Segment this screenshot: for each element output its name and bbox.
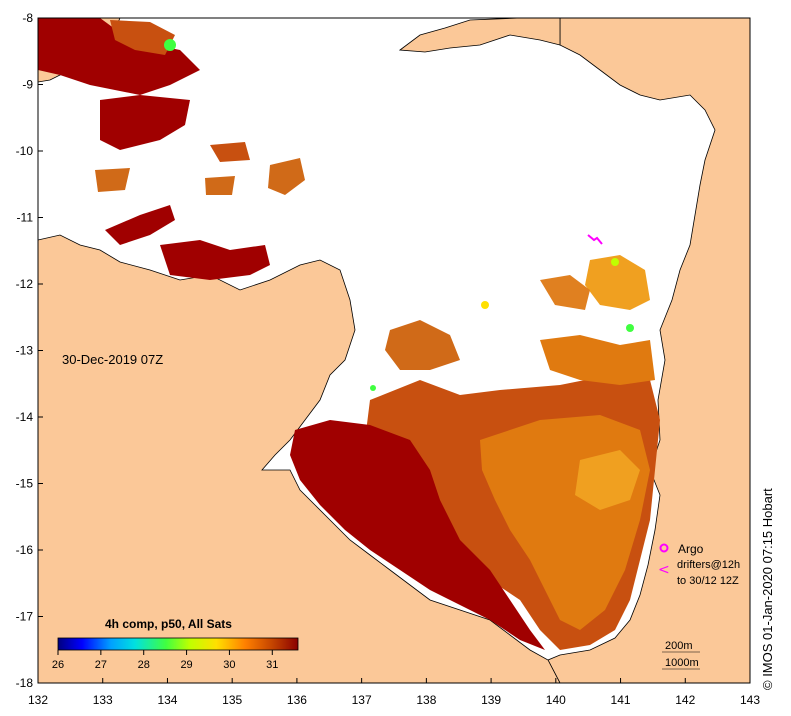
drifters-sub-label: to 30/12 12Z [677, 575, 739, 587]
x-tick-label: 134 [157, 693, 177, 707]
drifters-label: drifters@12h [677, 559, 740, 571]
colorbar-ticks: 26 27 28 29 30 31 [52, 650, 278, 671]
timestamp-label: 30-Dec-2019 07Z [62, 352, 163, 367]
composite-label: 4h comp, p50, All Sats [105, 617, 232, 631]
sst-green-2 [626, 324, 634, 332]
y-tick-label: -16 [16, 543, 34, 557]
colorbar-tick-label: 28 [138, 659, 150, 671]
argo-track [587, 234, 603, 245]
sst-green-3 [370, 385, 376, 391]
x-tick-label: 140 [546, 693, 566, 707]
y-tick-label: -12 [16, 277, 34, 291]
y-tick-label: -10 [16, 144, 34, 158]
contour-1000-label: 1000m [665, 657, 699, 669]
sst-yellow-2 [611, 258, 619, 266]
y-tick-label: -11 [17, 211, 34, 225]
x-tick-label: 142 [675, 693, 695, 707]
sst-arafura-2 [105, 205, 175, 245]
sst-small-1 [210, 142, 250, 162]
map-legend: Argo < drifters@12h to 30/12 12Z 200m 10… [658, 542, 740, 670]
sst-small-2 [268, 158, 305, 195]
land-australia-east [547, 18, 750, 683]
land-australia-west [38, 234, 561, 683]
sst-arafura-3 [100, 95, 190, 150]
sst-north-gulf [385, 320, 460, 370]
sst-small-4 [205, 176, 235, 195]
y-tick-label: -8 [22, 11, 33, 25]
sst-top-left-mid [110, 20, 175, 55]
x-tick-label: 135 [222, 693, 242, 707]
x-tick-label: 137 [352, 693, 372, 707]
sst-mid-right [540, 335, 655, 385]
colorbar-tick-label: 30 [223, 659, 235, 671]
colorbar-tick-label: 27 [95, 659, 107, 671]
colorbar [57, 637, 299, 651]
argo-label: Argo [678, 542, 704, 556]
x-tick-label: 132 [28, 693, 48, 707]
y-tick-label: -14 [16, 410, 34, 424]
y-tick-label: -15 [16, 477, 34, 491]
y-tick-label: -17 [16, 610, 34, 624]
sst-gulf-cool [575, 450, 640, 510]
sst-data-layer [38, 18, 660, 650]
y-tick-label: -9 [22, 78, 33, 92]
y-axis: -8 -9 -10 -11 -12 -13 -14 -15 -16 -17 -18 [16, 11, 43, 690]
sst-east-patch-2 [540, 275, 590, 310]
sst-gulf-hot [290, 420, 545, 650]
sst-green-1 [164, 39, 176, 51]
x-tick-label: 136 [287, 693, 307, 707]
x-axis: 132 133 134 135 136 137 138 139 140 141 142 143 [28, 678, 760, 707]
x-tick-label: 133 [93, 693, 113, 707]
y-tick-label: -13 [16, 344, 34, 358]
credit-label: © IMOS 01-Jan-2020 07:15 Hobart [760, 488, 775, 690]
sst-east-patch [585, 255, 650, 310]
sst-small-3 [95, 168, 130, 192]
sst-arafura-1 [160, 240, 270, 280]
sst-yellow-1 [481, 301, 489, 309]
x-tick-label: 138 [416, 693, 436, 707]
colorbar-tick-label: 29 [180, 659, 192, 671]
x-tick-label: 141 [611, 693, 631, 707]
land-new-guinea [398, 18, 561, 53]
colorbar-tick-label: 26 [52, 659, 64, 671]
sst-top-left [38, 18, 200, 95]
x-tick-label: 143 [740, 693, 760, 707]
colorbar-tick-label: 31 [266, 659, 278, 671]
y-tick-label: -18 [16, 676, 34, 690]
argo-marker-icon [659, 543, 669, 553]
contour-200-label: 200m [665, 640, 693, 652]
x-tick-label: 139 [481, 693, 501, 707]
drifter-icon: < [658, 562, 670, 578]
